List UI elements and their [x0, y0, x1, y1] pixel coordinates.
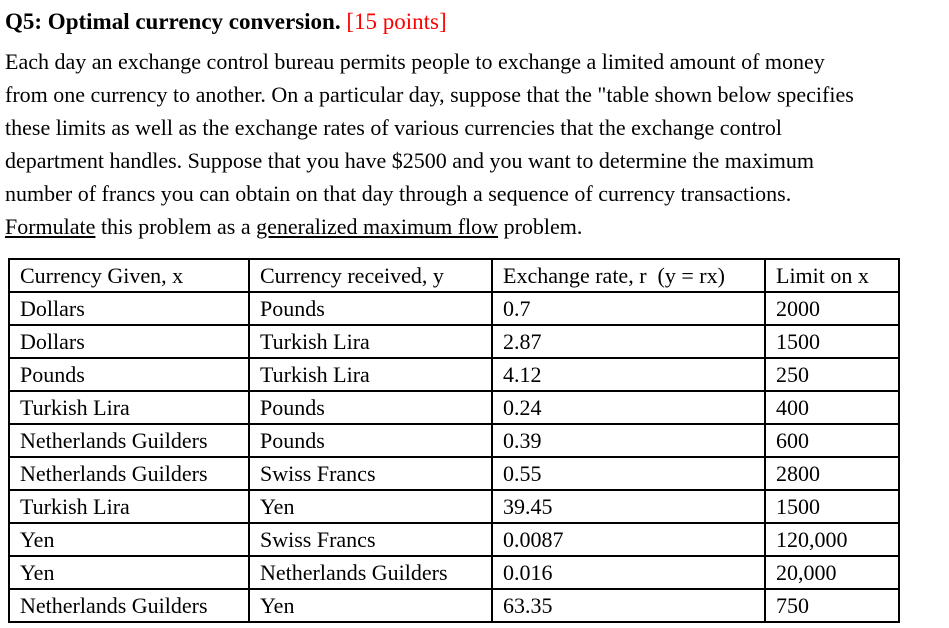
table-cell: Netherlands Guilders: [8, 456, 250, 491]
table-cell: Swiss Francs: [248, 456, 493, 491]
table-cell: Turkish Lira: [248, 357, 493, 392]
table-cell: 120,000: [764, 522, 900, 557]
table-cell: Netherlands Guilders: [8, 588, 250, 623]
table-cell: 2.87: [491, 324, 766, 359]
table-cell: 0.016: [491, 555, 766, 590]
table-row: Netherlands Guilders Yen 63.35 750: [8, 588, 900, 623]
exchange-rates-table: Currency Given, x Currency received, y E…: [8, 258, 900, 623]
table-cell: 4.12: [491, 357, 766, 392]
table-row: Pounds Turkish Lira 4.12 250: [8, 357, 900, 392]
table-row: Dollars Turkish Lira 2.87 1500: [8, 324, 900, 359]
body-line: number of francs you can obtain on that …: [5, 181, 792, 206]
table-cell: 39.45: [491, 489, 766, 524]
table-cell: 600: [764, 423, 900, 458]
table-cell: Dollars: [8, 324, 250, 359]
table-cell: Turkish Lira: [248, 324, 493, 359]
table-cell: Netherlands Guilders: [8, 423, 250, 458]
body-line: Each day an exchange control bureau perm…: [5, 49, 825, 74]
underlined-generalized-maximum-flow: generalized maximum flow: [256, 214, 499, 239]
table-row: Dollars Pounds 0.7 2000: [8, 291, 900, 326]
underlined-formulate: Formulate: [5, 214, 96, 239]
table-cell: 0.7: [491, 291, 766, 326]
body-line: these limits as well as the exchange rat…: [5, 115, 783, 140]
final-line-end: problem.: [498, 214, 583, 239]
table-cell: 1500: [764, 489, 900, 524]
table-row: Netherlands Guilders Pounds 0.39 600: [8, 423, 900, 458]
question-title-text: Q5: Optimal currency conversion.: [5, 9, 341, 34]
header-limit: Limit on x: [764, 258, 900, 293]
table-cell: Pounds: [248, 390, 493, 425]
table-cell: Swiss Francs: [248, 522, 493, 557]
table-body: Dollars Pounds 0.7 2000 Dollars Turkish Lira 2…: [8, 291, 900, 623]
table-cell: Turkish Lira: [8, 489, 250, 524]
body-line: from one currency to another. On a parti…: [5, 82, 854, 107]
table-cell: Yen: [8, 522, 250, 557]
points-label: [15 points]: [346, 9, 447, 34]
table-row: Turkish Lira Yen 39.45 1500: [8, 489, 900, 524]
table-cell: 20,000: [764, 555, 900, 590]
table-header-row: Currency Given, x Currency received, y E…: [8, 258, 900, 293]
body-final-line: Formulate this problem as a generalized …: [5, 210, 945, 243]
table-cell: Pounds: [8, 357, 250, 392]
table-cell: 400: [764, 390, 900, 425]
table-cell: 1500: [764, 324, 900, 359]
table-cell: 750: [764, 588, 900, 623]
table-row: Yen Netherlands Guilders 0.016 20,000: [8, 555, 900, 590]
table-header: Currency Given, x Currency received, y E…: [8, 258, 900, 293]
table-cell: Pounds: [248, 291, 493, 326]
table-cell: Yen: [248, 489, 493, 524]
table-cell: 63.35: [491, 588, 766, 623]
table-cell: 2000: [764, 291, 900, 326]
header-exchange-rate: Exchange rate, r (y = rx): [491, 258, 766, 293]
table-cell: 0.55: [491, 456, 766, 491]
header-currency-received: Currency received, y: [248, 258, 493, 293]
table-cell: 0.24: [491, 390, 766, 425]
final-line-middle: this problem as a: [95, 214, 257, 239]
table-cell: 0.39: [491, 423, 766, 458]
table-cell: Pounds: [248, 423, 493, 458]
question-title: Q5: Optimal currency conversion. [15 poi…: [5, 8, 945, 36]
header-currency-given: Currency Given, x: [8, 258, 250, 293]
body-line: department handles. Suppose that you hav…: [5, 148, 814, 173]
table-cell: 0.0087: [491, 522, 766, 557]
table-cell: 250: [764, 357, 900, 392]
table-cell: Netherlands Guilders: [248, 555, 493, 590]
question-body: Each day an exchange control bureau perm…: [5, 45, 945, 243]
table-row: Turkish Lira Pounds 0.24 400: [8, 390, 900, 425]
table-cell: 2800: [764, 456, 900, 491]
table-row: Yen Swiss Francs 0.0087 120,000: [8, 522, 900, 557]
table-cell: Yen: [248, 588, 493, 623]
table-cell: Turkish Lira: [8, 390, 250, 425]
table-cell: Yen: [8, 555, 250, 590]
table-row: Netherlands Guilders Swiss Francs 0.55 2800: [8, 456, 900, 491]
table-cell: Dollars: [8, 291, 250, 326]
